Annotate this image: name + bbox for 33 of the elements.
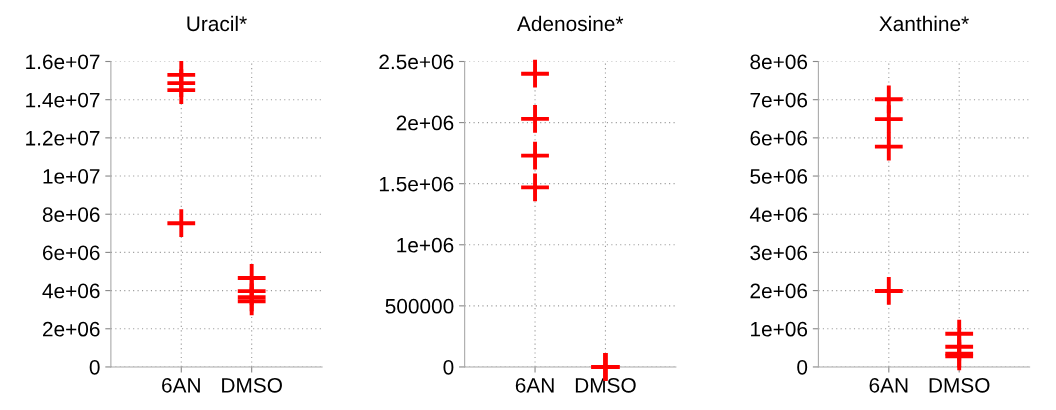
y-tick-label: 7e+06 [750, 92, 808, 108]
x-tick-label: DMSO [929, 377, 990, 393]
y-tick-label: 1.5e+06 [379, 176, 454, 192]
y-tick-label: 4e+06 [749, 207, 808, 222]
chart-title: Uracil* [187, 15, 247, 32]
y-tick-label: 8e+06 [750, 54, 808, 70]
x-tick-label: DMSO [575, 377, 636, 393]
x-tick-label: 6AN [515, 377, 554, 393]
y-tick-label: 1e+06 [397, 237, 454, 253]
x-tick-label: 6AN [869, 377, 908, 393]
y-tick-label: 5e+06 [750, 169, 808, 184]
y-tick-label: 500000 [385, 298, 454, 314]
y-tick-label: 2.5e+06 [379, 54, 454, 70]
y-tick-label: 4e+06 [42, 283, 100, 299]
y-tick-label: 1e+06 [751, 321, 808, 337]
chart-title: Adenosine* [517, 15, 624, 32]
y-tick-label: 8e+06 [42, 207, 100, 222]
y-tick-label: 2e+06 [750, 283, 808, 299]
y-tick-label: 0 [443, 359, 454, 375]
y-tick-label: 1.6e+07 [26, 54, 100, 70]
y-tick-label: 6e+06 [750, 130, 808, 146]
y-tick-label: 1.2e+07 [26, 130, 100, 146]
y-tick-label: 6e+06 [43, 245, 100, 261]
y-tick-label: 3e+06 [750, 245, 808, 261]
x-tick-label: DMSO [222, 377, 282, 393]
y-tick-label: 1.4e+07 [26, 92, 100, 108]
y-tick-label: 0 [797, 359, 808, 375]
x-tick-label: 6AN [162, 377, 200, 393]
y-tick-label: 0 [89, 359, 100, 375]
chart-title: Xanthine* [879, 15, 969, 32]
y-tick-label: 2e+06 [43, 321, 100, 337]
y-tick-label: 2e+06 [396, 115, 454, 131]
y-tick-label: 1e+07 [43, 169, 100, 184]
